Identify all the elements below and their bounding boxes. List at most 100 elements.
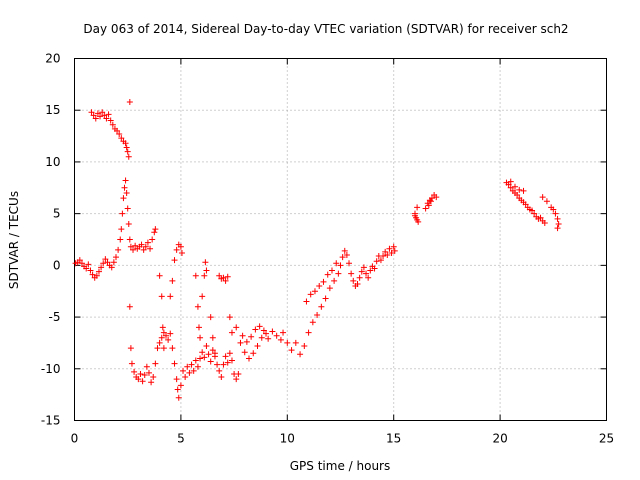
data-point xyxy=(171,360,178,367)
data-point xyxy=(169,345,176,352)
data-point xyxy=(118,135,125,142)
data-point xyxy=(265,335,272,342)
data-point xyxy=(160,345,167,352)
data-point xyxy=(311,288,318,295)
data-point xyxy=(122,177,129,184)
y-tick-label: -15 xyxy=(41,414,61,428)
data-point xyxy=(207,314,214,321)
data-point xyxy=(173,376,180,383)
data-point xyxy=(124,148,131,155)
data-point xyxy=(92,115,99,122)
data-point xyxy=(427,198,434,205)
data-point xyxy=(194,363,201,370)
data-point xyxy=(192,272,199,279)
data-point xyxy=(335,270,342,277)
data-point xyxy=(167,293,174,300)
data-point xyxy=(137,370,144,377)
data-point xyxy=(83,265,90,272)
data-point xyxy=(117,236,124,243)
data-point xyxy=(123,144,130,151)
data-point xyxy=(382,248,389,255)
data-point xyxy=(90,112,97,119)
data-point xyxy=(222,353,229,360)
data-point xyxy=(163,332,170,339)
data-point xyxy=(132,242,139,249)
data-point xyxy=(188,361,195,368)
data-point xyxy=(94,110,101,117)
data-point xyxy=(202,259,209,266)
data-point xyxy=(114,127,121,134)
data-point xyxy=(318,303,325,310)
data-point xyxy=(76,257,83,264)
data-point xyxy=(252,326,259,333)
data-point xyxy=(507,178,514,185)
y-axis: -15 -10 -5 0 5 10 15 20 xyxy=(41,52,607,428)
data-point xyxy=(373,258,380,265)
data-point xyxy=(186,369,193,376)
data-point xyxy=(258,334,265,341)
data-point xyxy=(228,357,235,364)
data-point xyxy=(127,345,134,352)
data-point xyxy=(555,220,562,227)
data-point xyxy=(356,274,363,281)
data-point xyxy=(169,277,176,284)
data-point xyxy=(248,333,255,340)
data-point xyxy=(239,332,246,339)
data-point xyxy=(422,205,429,212)
data-point xyxy=(131,368,138,375)
data-point xyxy=(220,361,227,368)
data-point xyxy=(543,198,550,205)
data-point xyxy=(126,98,133,105)
data-point xyxy=(177,243,184,250)
data-point xyxy=(78,260,85,267)
data-point xyxy=(105,111,112,118)
data-point xyxy=(95,268,102,275)
data-point xyxy=(171,257,178,264)
data-point xyxy=(269,328,276,335)
data-point xyxy=(316,283,323,290)
data-point xyxy=(201,272,208,279)
x-tick-label: 5 xyxy=(177,432,185,446)
data-point xyxy=(348,270,355,277)
data-point xyxy=(148,379,155,386)
data-point xyxy=(322,295,329,302)
x-axis: 0 5 10 15 20 25 xyxy=(71,58,614,446)
data-point xyxy=(130,246,137,253)
data-point xyxy=(203,343,210,350)
data-point xyxy=(177,382,184,389)
data-point xyxy=(511,183,518,190)
data-point xyxy=(87,267,94,274)
data-point xyxy=(150,374,157,381)
data-point xyxy=(241,349,248,356)
data-point xyxy=(209,347,216,354)
grid-lines xyxy=(74,58,607,421)
data-point xyxy=(415,218,422,225)
data-point xyxy=(341,247,348,254)
data-point xyxy=(165,336,172,343)
data-point xyxy=(180,367,187,374)
data-point xyxy=(139,378,146,385)
data-point xyxy=(101,112,108,119)
data-point xyxy=(126,303,133,310)
data-point xyxy=(380,253,387,260)
data-point xyxy=(122,140,129,147)
data-point xyxy=(152,360,159,367)
data-point xyxy=(144,239,151,246)
data-point xyxy=(360,264,367,271)
data-point xyxy=(216,367,223,374)
data-point xyxy=(178,249,185,256)
data-point xyxy=(350,277,357,284)
data-point xyxy=(97,113,104,120)
x-tick-label: 20 xyxy=(492,432,507,446)
data-point xyxy=(115,246,122,253)
data-point xyxy=(109,121,116,128)
data-point xyxy=(93,272,100,279)
data-point xyxy=(143,363,150,370)
y-tick-label: -10 xyxy=(41,362,61,376)
data-point xyxy=(159,324,166,331)
data-point xyxy=(260,327,267,334)
data-point xyxy=(102,256,109,263)
data-point xyxy=(554,225,561,232)
data-point xyxy=(209,334,216,341)
data-point xyxy=(391,247,398,254)
